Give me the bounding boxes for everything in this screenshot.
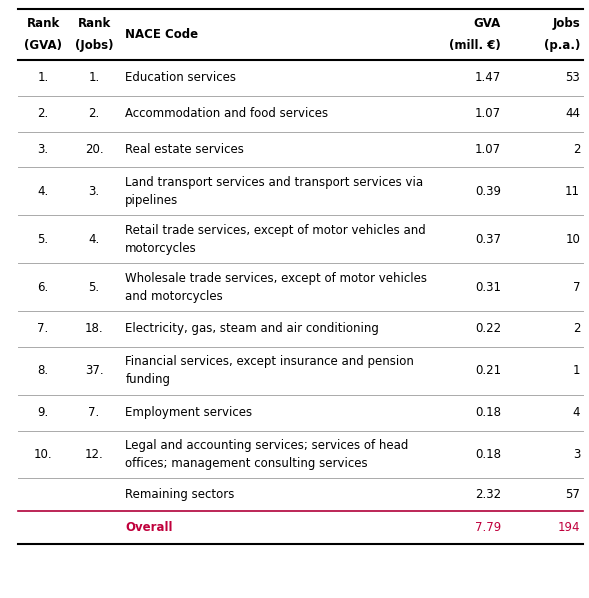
- Text: funding: funding: [125, 373, 170, 386]
- Text: 1.07: 1.07: [475, 107, 501, 120]
- Text: 10.: 10.: [34, 448, 52, 461]
- Text: Remaining sectors: Remaining sectors: [125, 489, 234, 501]
- Text: 1.: 1.: [38, 71, 49, 84]
- Text: 4.: 4.: [38, 185, 49, 198]
- Text: 5.: 5.: [88, 280, 100, 294]
- Text: 1.47: 1.47: [475, 71, 501, 84]
- Text: 4: 4: [573, 406, 580, 419]
- Text: 9.: 9.: [38, 406, 49, 419]
- Text: 0.39: 0.39: [475, 185, 501, 198]
- Text: 0.31: 0.31: [475, 280, 501, 294]
- Text: Rank: Rank: [27, 17, 59, 30]
- Text: 44: 44: [565, 107, 580, 120]
- Text: (GVA): (GVA): [24, 39, 62, 51]
- Text: 2: 2: [573, 143, 580, 156]
- Text: Financial services, except insurance and pension: Financial services, except insurance and…: [125, 355, 414, 368]
- Text: Real estate services: Real estate services: [125, 143, 244, 156]
- Text: 7.79: 7.79: [475, 521, 501, 534]
- Text: 0.37: 0.37: [475, 233, 501, 246]
- Text: (Jobs): (Jobs): [75, 39, 113, 51]
- Text: and motorcycles: and motorcycles: [125, 289, 223, 303]
- Text: 0.18: 0.18: [475, 448, 501, 461]
- Text: 18.: 18.: [85, 322, 103, 335]
- Text: Land transport services and transport services via: Land transport services and transport se…: [125, 176, 423, 189]
- Text: 7: 7: [573, 280, 580, 294]
- Text: 2.: 2.: [88, 107, 100, 120]
- Text: (mill. €): (mill. €): [449, 39, 501, 51]
- Text: Accommodation and food services: Accommodation and food services: [125, 107, 329, 120]
- Text: Wholesale trade services, except of motor vehicles: Wholesale trade services, except of moto…: [125, 271, 428, 285]
- Text: 0.21: 0.21: [475, 364, 501, 377]
- Text: 0.18: 0.18: [475, 406, 501, 419]
- Text: (p.a.): (p.a.): [544, 39, 580, 51]
- Text: Education services: Education services: [125, 71, 236, 84]
- Text: 10: 10: [565, 233, 580, 246]
- Text: 53: 53: [565, 71, 580, 84]
- Text: motorcycles: motorcycles: [125, 242, 197, 255]
- Text: Legal and accounting services; services of head: Legal and accounting services; services …: [125, 439, 409, 452]
- Text: offices; management consulting services: offices; management consulting services: [125, 457, 368, 470]
- Text: 5.: 5.: [38, 233, 49, 246]
- Text: 1.07: 1.07: [475, 143, 501, 156]
- Text: 6.: 6.: [38, 280, 49, 294]
- Text: pipelines: pipelines: [125, 194, 178, 207]
- Text: 4.: 4.: [88, 233, 100, 246]
- Text: 2.: 2.: [38, 107, 49, 120]
- Text: 3.: 3.: [88, 185, 100, 198]
- Text: 2.32: 2.32: [475, 489, 501, 501]
- Text: 2: 2: [573, 322, 580, 335]
- Text: 20.: 20.: [85, 143, 103, 156]
- Text: 57: 57: [565, 489, 580, 501]
- Text: Jobs: Jobs: [552, 17, 580, 30]
- Text: 11: 11: [565, 185, 580, 198]
- Text: Electricity, gas, steam and air conditioning: Electricity, gas, steam and air conditio…: [125, 322, 379, 335]
- Text: 194: 194: [558, 521, 580, 534]
- Text: 12.: 12.: [85, 448, 104, 461]
- Text: 8.: 8.: [38, 364, 49, 377]
- Text: 7.: 7.: [38, 322, 49, 335]
- Text: 3: 3: [573, 448, 580, 461]
- Text: 37.: 37.: [85, 364, 103, 377]
- Text: Retail trade services, except of motor vehicles and: Retail trade services, except of motor v…: [125, 224, 426, 237]
- Text: Rank: Rank: [77, 17, 111, 30]
- Text: 7.: 7.: [88, 406, 100, 419]
- Text: Overall: Overall: [125, 521, 173, 534]
- Text: 3.: 3.: [38, 143, 49, 156]
- Text: GVA: GVA: [474, 17, 501, 30]
- Text: 0.22: 0.22: [475, 322, 501, 335]
- Text: 1: 1: [573, 364, 580, 377]
- Text: Employment services: Employment services: [125, 406, 253, 419]
- Text: 1.: 1.: [88, 71, 100, 84]
- Text: NACE Code: NACE Code: [125, 28, 198, 41]
